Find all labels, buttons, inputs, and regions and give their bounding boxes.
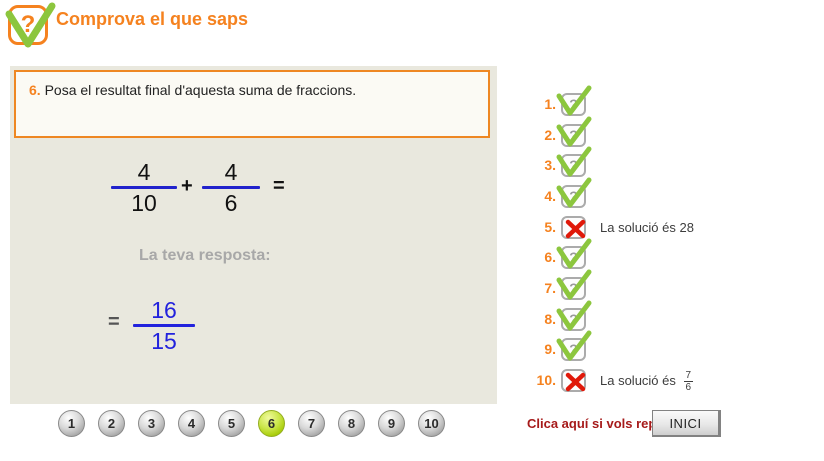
fraction-one: 4 10	[111, 160, 177, 215]
solution-label: La solució és	[600, 220, 676, 235]
question-nav-6-active[interactable]: 6	[258, 410, 285, 437]
solution-value: 28	[679, 220, 694, 235]
answer-equals-sign: =	[108, 311, 120, 333]
result-number: 1.	[544, 96, 556, 112]
x-mark-icon	[565, 219, 586, 239]
question-check-icon[interactable]: ?	[556, 330, 592, 361]
result-row-9: 9. ?	[524, 330, 824, 361]
question-check-icon[interactable]: ?	[556, 177, 592, 208]
question-number: 6.	[29, 82, 41, 98]
question-check-icon: ?	[5, 2, 56, 48]
question-check-icon[interactable]: ?	[556, 269, 592, 300]
result-number: 6.	[544, 249, 556, 265]
result-row-8: 8. ?	[524, 300, 824, 331]
result-row-5: 5. La solució és 28	[524, 216, 824, 239]
result-row-7: 7. ?	[524, 269, 824, 300]
solution-text: La solució és 28	[600, 216, 694, 239]
fraction-bar	[133, 324, 195, 327]
question-glyph: ?	[569, 188, 578, 204]
result-number: 5.	[544, 219, 556, 235]
question-check-icon[interactable]: ?	[556, 238, 592, 269]
question-nav-2[interactable]: 2	[98, 410, 125, 437]
plus-sign: +	[181, 175, 193, 197]
result-number: 7.	[544, 280, 556, 296]
exercise-panel: 6. Posa el resultat final d'aquesta suma…	[10, 66, 497, 404]
result-number: 8.	[544, 311, 556, 327]
page-title: Comprova el que saps	[56, 9, 249, 29]
question-nav-9[interactable]: 9	[378, 410, 405, 437]
question-nav-5[interactable]: 5	[218, 410, 245, 437]
question-check-icon[interactable]: ?	[556, 146, 592, 177]
x-mark-icon	[565, 372, 586, 392]
question-nav-1[interactable]: 1	[58, 410, 85, 437]
result-number: 2.	[544, 127, 556, 143]
red-x-icon[interactable]	[561, 216, 586, 239]
fraction-one-numerator: 4	[137, 159, 151, 185]
result-row-4: 4. ?	[524, 177, 824, 208]
fraction-bar	[202, 186, 260, 189]
your-answer-label: La teva resposta:	[139, 247, 271, 264]
result-number: 3.	[544, 157, 556, 173]
result-number: 9.	[544, 341, 556, 357]
question-glyph: ?	[569, 280, 578, 296]
question-glyph: ?	[569, 96, 578, 112]
fraction-bar	[111, 186, 177, 189]
result-number: 10.	[536, 372, 556, 388]
question-glyph: ?	[20, 11, 36, 38]
fraction-two-denominator: 6	[224, 190, 238, 216]
solution-fraction: 7 6	[683, 369, 694, 394]
repeat-label: Clica aquí si vols repetir	[527, 416, 677, 431]
solution-text: La solució és 7 6	[600, 369, 694, 394]
question-nav-10[interactable]: 10	[418, 410, 445, 437]
question-text: Posa el resultat final d'aquesta suma de…	[44, 82, 357, 98]
result-number: 4.	[544, 188, 556, 204]
answer-denominator: 15	[151, 328, 177, 354]
question-check-icon[interactable]: ?	[556, 300, 592, 331]
question-glyph: ?	[569, 311, 578, 327]
equals-sign: =	[273, 175, 285, 197]
question-glyph: ?	[569, 157, 578, 173]
question-glyph: ?	[569, 127, 578, 143]
result-row-10: 10. La solució és 7 6	[524, 369, 824, 394]
question-check-icon[interactable]: ?	[556, 85, 592, 116]
question-nav-4[interactable]: 4	[178, 410, 205, 437]
answer-numerator: 16	[151, 297, 177, 323]
result-row-3: 3. ?	[524, 146, 824, 177]
question-nav-8[interactable]: 8	[338, 410, 365, 437]
answer-fraction: 16 15	[133, 298, 195, 353]
fraction-one-denominator: 10	[131, 190, 157, 216]
question-check-icon[interactable]: ?	[556, 116, 592, 147]
question-box: 6. Posa el resultat final d'aquesta suma…	[14, 70, 490, 138]
solution-label: La solució és	[600, 373, 676, 388]
question-glyph: ?	[569, 249, 578, 265]
fraction-two-numerator: 4	[224, 159, 238, 185]
result-row-2: 2. ?	[524, 116, 824, 147]
question-nav-3[interactable]: 3	[138, 410, 165, 437]
red-x-icon[interactable]	[561, 369, 586, 392]
fraction-two: 4 6	[202, 160, 260, 215]
question-glyph: ?	[569, 341, 578, 357]
solution-fraction-denominator: 6	[685, 382, 692, 394]
question-nav-7[interactable]: 7	[298, 410, 325, 437]
inici-button[interactable]: INICI	[652, 410, 721, 437]
result-row-1: 1. ?	[524, 85, 824, 116]
result-row-6: 6. ?	[524, 238, 824, 269]
solution-fraction-numerator: 7	[683, 369, 694, 383]
